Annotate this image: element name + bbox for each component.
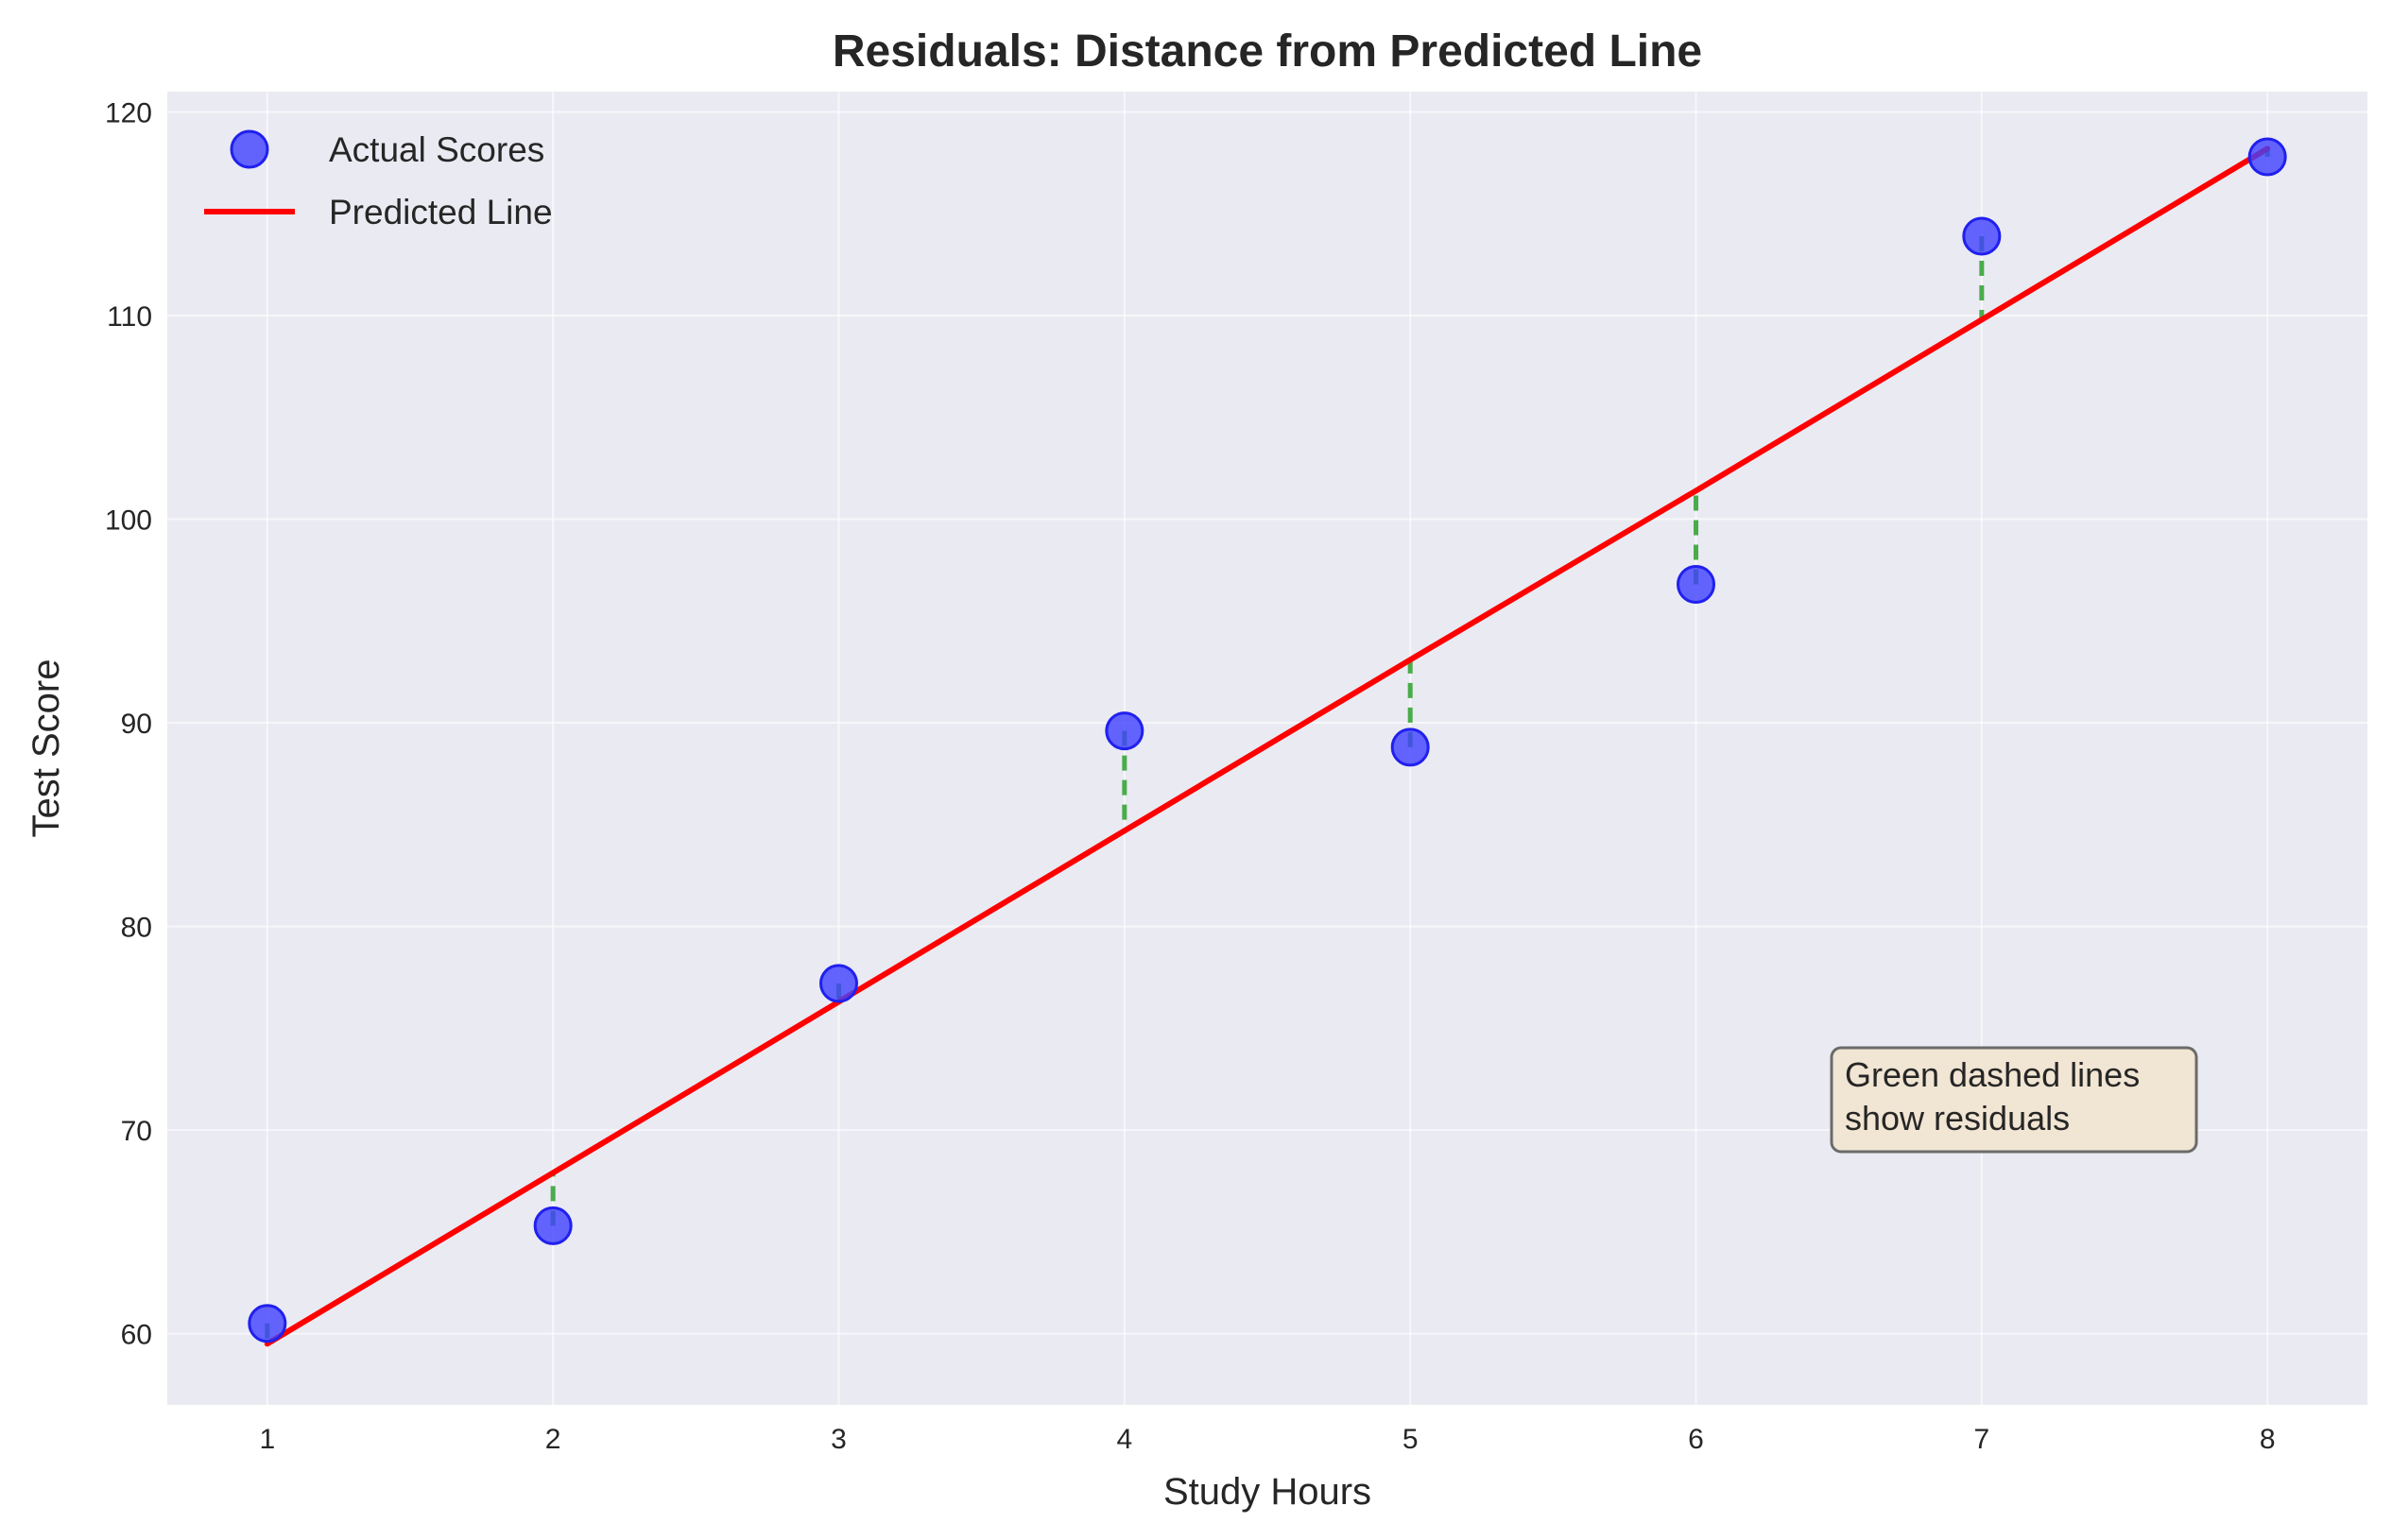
x-tick-label: 1 bbox=[259, 1424, 275, 1455]
data-point bbox=[1677, 565, 1716, 605]
x-tick-label: 3 bbox=[831, 1424, 847, 1455]
data-point bbox=[248, 1304, 287, 1343]
data-point bbox=[1962, 216, 2002, 256]
annotation-background bbox=[1830, 1046, 2198, 1154]
legend-marker-actual-scores bbox=[230, 129, 269, 169]
x-tick-label: 8 bbox=[2260, 1424, 2276, 1455]
annotation-line-2: show residuals bbox=[1845, 1099, 2070, 1138]
x-tick-label: 2 bbox=[545, 1424, 561, 1455]
x-tick-label: 6 bbox=[1688, 1424, 1704, 1455]
y-tick-label: 100 bbox=[105, 505, 152, 537]
x-tick-label: 5 bbox=[1403, 1424, 1419, 1455]
annotation-line-1: Green dashed lines bbox=[1845, 1055, 2140, 1094]
x-axis-label: Study Hours bbox=[1163, 1471, 1371, 1513]
data-point bbox=[1390, 727, 1430, 767]
predicted-line-layer bbox=[264, 145, 2271, 1347]
data-point bbox=[1105, 711, 1144, 751]
chart-title: Residuals: Distance from Predicted Line bbox=[833, 26, 1702, 77]
legend-label-actual-scores: Actual Scores bbox=[329, 130, 544, 169]
y-axis-label: Test Score bbox=[26, 659, 67, 838]
data-point bbox=[533, 1206, 573, 1245]
data-point bbox=[818, 964, 858, 1003]
annotation-box: Green dashed lines show residuals bbox=[1830, 1046, 2198, 1154]
legend-label-predicted-line: Predicted Line bbox=[329, 193, 553, 231]
y-tick-label: 60 bbox=[121, 1320, 152, 1351]
predicted-line bbox=[264, 145, 2271, 1347]
y-tick-label: 90 bbox=[121, 709, 152, 740]
x-tick-label: 4 bbox=[1116, 1424, 1132, 1455]
legend: Actual Scores Predicted Line bbox=[204, 129, 553, 231]
grid bbox=[167, 92, 2367, 1405]
data-point bbox=[2247, 137, 2287, 177]
y-tick-label: 70 bbox=[121, 1116, 152, 1147]
tick-labels: 1 2 3 4 5 6 7 8 60 70 80 90 100 110 120 bbox=[105, 98, 2276, 1455]
x-tick-label: 7 bbox=[1974, 1424, 1990, 1455]
y-tick-label: 120 bbox=[105, 98, 152, 129]
scatter-points bbox=[248, 137, 2287, 1343]
y-tick-label: 110 bbox=[107, 301, 152, 333]
y-tick-label: 80 bbox=[121, 913, 152, 944]
